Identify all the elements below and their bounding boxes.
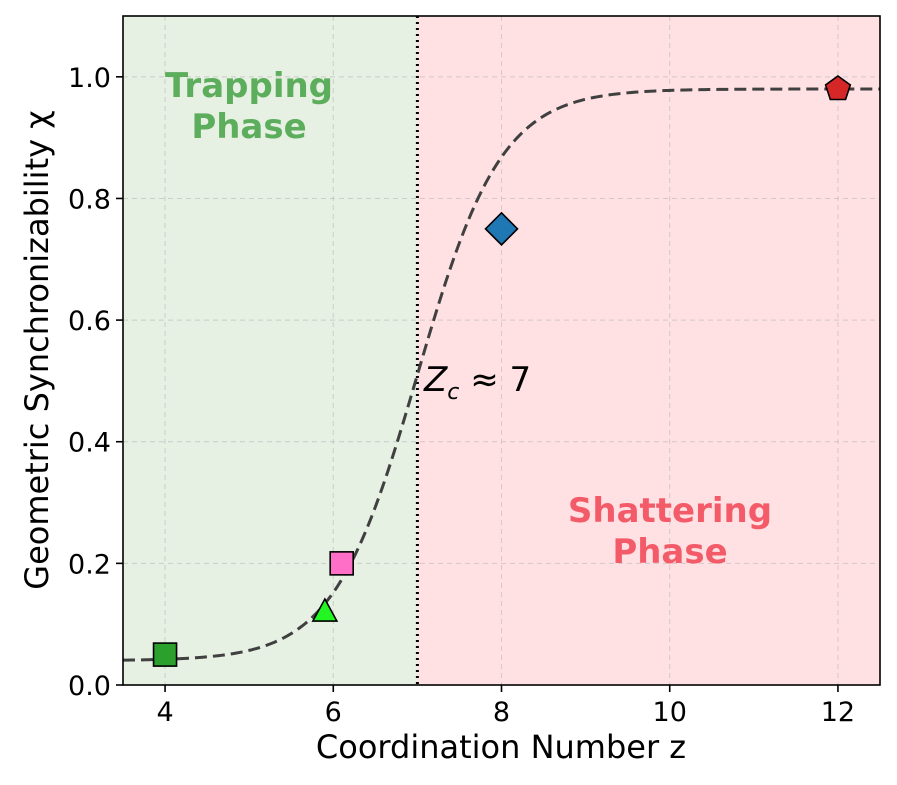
ticks: 4 6 8 10 12 0.0 0.2 0.4 0.6 0.8 1.0	[68, 63, 855, 728]
trapping-label-line1: Trapping	[165, 66, 333, 106]
critical-annotation-rest: ≈ 7	[459, 360, 531, 400]
x-tick-label: 6	[325, 697, 342, 728]
y-tick-label: 0.2	[68, 549, 111, 580]
point-z6-1	[329, 551, 354, 576]
critical-annotation-main: Z	[423, 360, 448, 400]
y-tick-label: 1.0	[68, 63, 111, 94]
y-tick-label: 0.6	[68, 306, 111, 337]
critical-annotation-sub: c	[447, 380, 459, 405]
data-points	[152, 74, 852, 667]
trapping-region	[123, 16, 418, 685]
shattering-region	[417, 16, 880, 685]
point-z4	[152, 642, 178, 667]
y-tick-label: 0.0	[68, 671, 111, 702]
y-axis-label: Geometric Synchronizability χ	[18, 110, 56, 589]
x-tick-label: 12	[821, 697, 855, 728]
point-z8	[484, 211, 519, 246]
point-z12	[824, 74, 852, 101]
x-tick-label: 10	[653, 697, 687, 728]
point-z5-9	[311, 597, 339, 622]
y-tick-label: 0.4	[68, 428, 111, 459]
x-tick-label: 8	[493, 697, 510, 728]
y-tick-label: 0.8	[68, 184, 111, 215]
fit-curve	[122, 87, 880, 662]
trapping-label-line2: Phase	[191, 107, 306, 147]
shattering-label-line1: Shattering	[568, 491, 772, 531]
critical-annotation: Zc ≈ 7	[423, 360, 531, 405]
x-tick-label: 4	[156, 697, 173, 728]
x-axis-label: Coordination Number z	[316, 728, 686, 766]
shattering-label-line2: Phase	[612, 532, 727, 572]
